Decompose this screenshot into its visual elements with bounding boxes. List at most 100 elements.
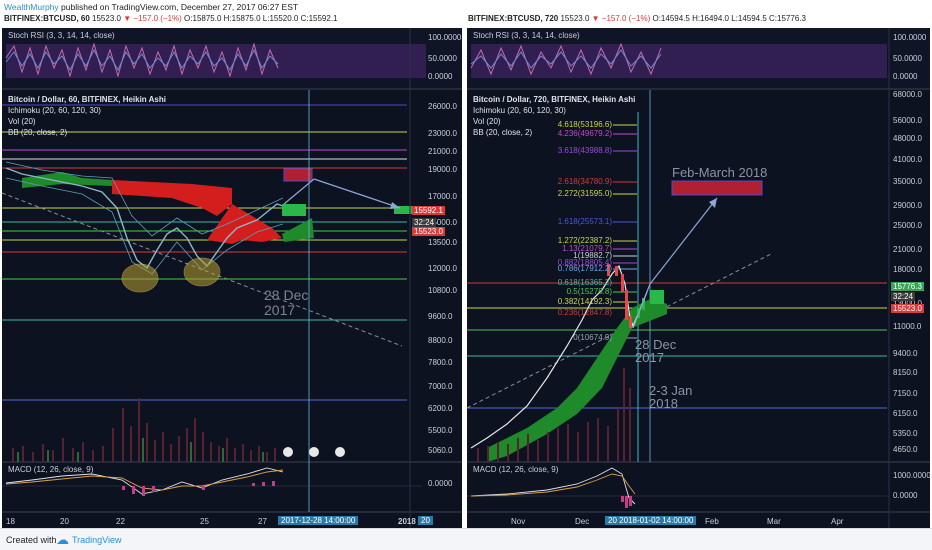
fib-label: 1.13(21079.7) (562, 244, 612, 253)
price-tag: 32:24 (891, 292, 916, 301)
ohlc-values: O:15875.0 H:15875.0 L:15520.0 C:15592.1 (184, 14, 338, 23)
x-tick: 2018 (398, 517, 416, 526)
left-chart-panel[interactable]: Stoch RSI (3, 3, 14, 14, close) 100.0000… (2, 28, 462, 528)
price-tick: 5350.0 (893, 429, 918, 438)
left-chart-canvas[interactable] (2, 28, 462, 528)
price-tag: 15523.0 (891, 304, 924, 313)
rsi-tick: 50.0000 (428, 54, 457, 63)
ichimoku-cloud-green (22, 172, 112, 188)
ichimoku-cloud-red (112, 180, 232, 216)
fib-range (637, 112, 639, 462)
stoch-rsi-pane (2, 28, 462, 88)
green-zone (650, 290, 664, 304)
price-tick: 7000.0 (428, 382, 453, 391)
symbol-label: BITFINEX:BTCUSD, 720 (468, 14, 559, 23)
fib-label: 3.618(43988.8) (557, 146, 612, 155)
price-tick: 12000.0 (428, 264, 457, 273)
fib-lines (467, 124, 887, 409)
price-tick: 10800.0 (428, 286, 457, 295)
x-axis-highlight: 20 (418, 516, 433, 525)
x-tick: Nov (511, 517, 526, 526)
rsi-tick: 0.0000 (428, 72, 453, 81)
event-icon[interactable] (335, 447, 345, 457)
price-tick: 68000.0 (893, 90, 922, 99)
indicator-label: Vol (20) (473, 117, 501, 126)
macd-signal-line (5, 469, 284, 491)
price-tick: 15000.0 (428, 218, 457, 227)
macd-histogram (122, 481, 275, 496)
x-tick: Apr (831, 517, 844, 526)
fib-label: 0.786(17912.2) (557, 264, 612, 273)
tradingview-logo-link[interactable]: TradingView (72, 535, 122, 545)
price-tick: 7150.0 (893, 389, 918, 398)
cloud-icon: ☁ (56, 532, 69, 547)
low-circle (183, 257, 221, 287)
fib-label: 0.236(12847.8) (557, 308, 612, 317)
price-tick: 21000.0 (893, 245, 922, 254)
stoch-rsi-label: Stoch RSI (3, 3, 14, 14, close) (8, 31, 115, 40)
x-tick: 20 (60, 517, 69, 526)
ohlc-values: O:14594.5 H:16494.0 L:14594.5 C:15776.3 (652, 14, 806, 23)
event-icon[interactable] (283, 447, 293, 457)
price-tag: 15592.1 (412, 206, 445, 215)
rsi-tick: 50.0000 (893, 54, 922, 63)
price-change: ▼ −157.0 (−1%) (123, 14, 182, 23)
date-annotation: 28 Dec 2017 (264, 287, 309, 318)
price-tick: 35000.0 (893, 177, 922, 186)
x-tick: Dec (575, 517, 590, 526)
x-axis-highlight: 20 2018-01-02 14:00:00 (605, 516, 697, 525)
price-tick: 56000.0 (893, 116, 922, 125)
price-series (5, 167, 284, 270)
macd-tick: 0.0000 (893, 491, 918, 500)
indicator-label: BB (20, close, 2) (8, 128, 68, 137)
ichimoku-cloud-green (487, 298, 667, 462)
fib-label: 0.382(14192.3) (557, 297, 612, 306)
stoch-rsi-d-line (5, 48, 279, 72)
rsi-tick: 100.0000 (428, 33, 462, 42)
chart-legend: Bitcoin / Dollar, 60, BITFINEX, Heikin A… (8, 94, 166, 138)
right-chart-panel[interactable]: Stoch RSI (3, 3, 14, 14, close) 100.0000… (467, 28, 930, 528)
projection-arrow (283, 178, 315, 205)
fib-label: 4.618(53196.6) (557, 120, 612, 129)
volume-bars-green (17, 438, 264, 462)
stoch-rsi-band (6, 44, 426, 78)
volume-bars (477, 368, 631, 462)
x-tick: 25 (200, 517, 209, 526)
price-tick: 19000.0 (428, 165, 457, 174)
price-tick: 6200.0 (428, 404, 453, 413)
last-price: 15523.0 (92, 14, 121, 23)
target-annotation: Feb-March 2018 (672, 165, 768, 180)
price-tick: 18000.0 (893, 265, 922, 274)
date-annotation: 2-3 Jan 2018 (649, 383, 693, 411)
author-link[interactable]: WealthMurphy (4, 2, 59, 12)
right-chart-canvas[interactable] (467, 28, 930, 528)
indicator-label: Ichimoku (20, 60, 120, 30) (473, 106, 566, 115)
price-tick: 8150.0 (893, 368, 918, 377)
indicator-label: BB (20, close, 2) (473, 128, 533, 137)
price-tick: 48000.0 (893, 134, 922, 143)
ichimoku-cloud-green (282, 218, 314, 242)
price-tick: 8800.0 (428, 336, 453, 345)
price-tick: 17000.0 (428, 192, 457, 201)
price-tick: 23000.0 (428, 129, 457, 138)
last-price: 15523.0 (560, 14, 590, 23)
fib-label: 1.272(22387.2) (557, 236, 612, 245)
green-zone (282, 204, 306, 216)
fib-label: 1(19882.7) (573, 251, 612, 260)
macd-label: MACD (12, 26, close, 9) (8, 465, 94, 474)
fib-label: 2.272(31595.0) (557, 189, 612, 198)
event-icon[interactable] (309, 447, 319, 457)
x-tick: 27 (258, 517, 267, 526)
rsi-tick: 100.0000 (893, 33, 927, 42)
footer: Created with ☁ TradingView (0, 528, 932, 550)
price-tick: 26000.0 (428, 102, 457, 111)
x-tick: 22 (116, 517, 125, 526)
fib-label: 0.618(16365.2) (557, 278, 612, 287)
target-box (283, 168, 313, 182)
rsi-tick: 0.0000 (893, 72, 918, 81)
symbol-label: BITFINEX:BTCUSD, 60 (4, 14, 90, 23)
macd-line (470, 467, 636, 505)
fib-label: 0.5(15278.8) (566, 287, 612, 296)
fib-label: 0.882(18805.4) (557, 258, 612, 267)
chart-legend: Bitcoin / Dollar, 720, BITFINEX, Heikin … (473, 94, 635, 138)
